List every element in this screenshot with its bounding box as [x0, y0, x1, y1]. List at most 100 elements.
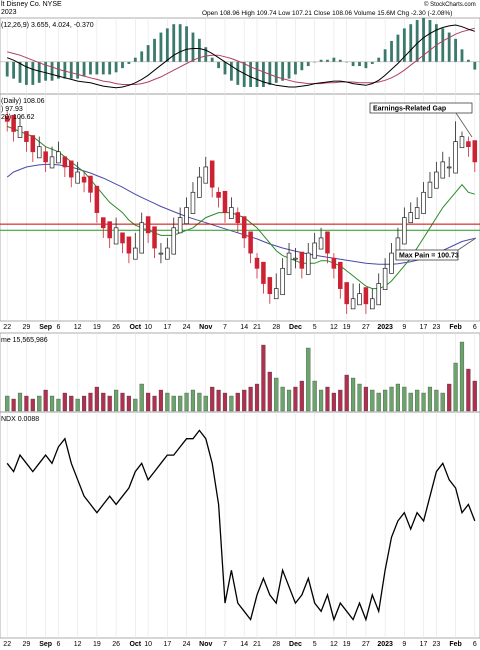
volume-bar [395, 383, 401, 412]
candle-body [36, 146, 42, 159]
volume-bar [216, 389, 221, 412]
volume-bar [49, 395, 55, 412]
x-tick-label: 21 [253, 641, 261, 648]
macd-hist-bar [454, 38, 457, 62]
candle-body [434, 171, 439, 189]
volume-bar [363, 386, 368, 412]
candle-body [229, 207, 234, 219]
volume-bar [280, 386, 285, 412]
volume-bar [171, 395, 176, 412]
volume-bar [254, 383, 260, 412]
volume-bar [267, 371, 272, 412]
volume-bar [235, 392, 240, 412]
macd-hist-bar [383, 49, 387, 62]
x-tick-label: Sep [39, 641, 52, 648]
x-tick-label: Nov [199, 641, 212, 648]
candle-body [94, 185, 100, 213]
x-tick-label: 5 [313, 324, 317, 331]
volume-bar [30, 398, 35, 412]
candle-body [17, 126, 23, 138]
volume-bar [133, 398, 138, 412]
x-tick-label: 17 [163, 324, 171, 331]
x-tick-label: Oct [129, 324, 141, 331]
x-tick-label: 24 [183, 324, 191, 331]
volume-bar [184, 392, 189, 412]
volume-label: me 15,565,986 [1, 337, 48, 344]
macd-hist-bar [229, 61, 233, 81]
ratio-panel [0, 411, 480, 639]
candle-body [62, 156, 68, 168]
x-tick-label: 22 [3, 641, 11, 648]
candle-body [299, 251, 305, 269]
macd-hist-bar [466, 59, 470, 62]
volume-bar [81, 395, 87, 412]
x-tick-label: 26 [112, 324, 120, 331]
volume-bar [210, 386, 215, 412]
volume-bar [293, 386, 298, 412]
candle-body [472, 140, 478, 163]
volume-bar [158, 389, 164, 412]
macd-hist-bar [44, 61, 48, 81]
macd-hist-bar [358, 61, 361, 67]
macd-hist-bar [255, 61, 259, 87]
macd-hist-bar [178, 24, 182, 62]
volume-bar [274, 377, 279, 412]
macd-hist-bar [268, 61, 272, 85]
volume-bar [261, 344, 266, 412]
candle-body [357, 293, 362, 306]
candle-body [389, 252, 394, 274]
volume-bar [242, 389, 247, 412]
volume-bar [472, 380, 477, 412]
candle-body [133, 247, 138, 260]
candle-body [171, 227, 177, 255]
macd-hist-bar [191, 32, 195, 62]
volume-bar [222, 392, 228, 412]
macd-hist-bar [114, 61, 118, 73]
x-tick-label: 9 [402, 324, 406, 331]
macd-panel [0, 17, 480, 95]
volume-bar [24, 395, 29, 412]
volume-bar [318, 389, 324, 412]
volume-bar [248, 386, 253, 412]
macd-hist-bar [428, 20, 432, 62]
macd-hist-bar [18, 61, 22, 83]
volume-bar [165, 392, 170, 412]
macd-hist-bar [364, 61, 368, 69]
volume-bar [306, 347, 311, 412]
macd-hist-bar [50, 61, 54, 81]
volume-bar [152, 395, 157, 412]
candle-body [107, 221, 112, 239]
candle-body [370, 298, 375, 310]
candle-body [466, 141, 471, 148]
candle-body [305, 252, 311, 275]
macd-hist-bar [306, 61, 310, 67]
candle-body [254, 257, 260, 269]
volume-bar [126, 395, 131, 412]
candle-body [81, 176, 87, 183]
macd-hist-bar [281, 61, 285, 81]
macd-hist-bar [89, 61, 92, 75]
x-tick-label: Sep [39, 324, 52, 331]
macd-hist-bar [57, 61, 60, 79]
macd-hist-bar [396, 34, 400, 62]
ohlc-readout: Open 108.96 High 109.74 Low 107.21 Close… [202, 10, 452, 17]
x-tick-label: Dec [289, 324, 302, 331]
volume-bar [440, 392, 445, 412]
volume-bar [94, 386, 99, 412]
macd-hist-bar [12, 61, 16, 79]
ratio-line [6, 429, 476, 622]
macd-hist-bar [127, 61, 131, 64]
macd-hist-bar [473, 61, 477, 70]
volume-bar [69, 395, 74, 412]
candle-body [165, 247, 170, 260]
x-tick-label: 12 [330, 324, 338, 331]
volume-bar [325, 386, 330, 412]
volume-bars [5, 341, 477, 412]
volume-bar [197, 392, 202, 412]
x-tick-label: 12 [74, 324, 82, 331]
candle-body [24, 131, 29, 142]
candle-body [152, 226, 157, 249]
volume-bar [421, 392, 426, 412]
candle-body [344, 282, 349, 305]
x-tick-label: 22 [3, 324, 11, 331]
